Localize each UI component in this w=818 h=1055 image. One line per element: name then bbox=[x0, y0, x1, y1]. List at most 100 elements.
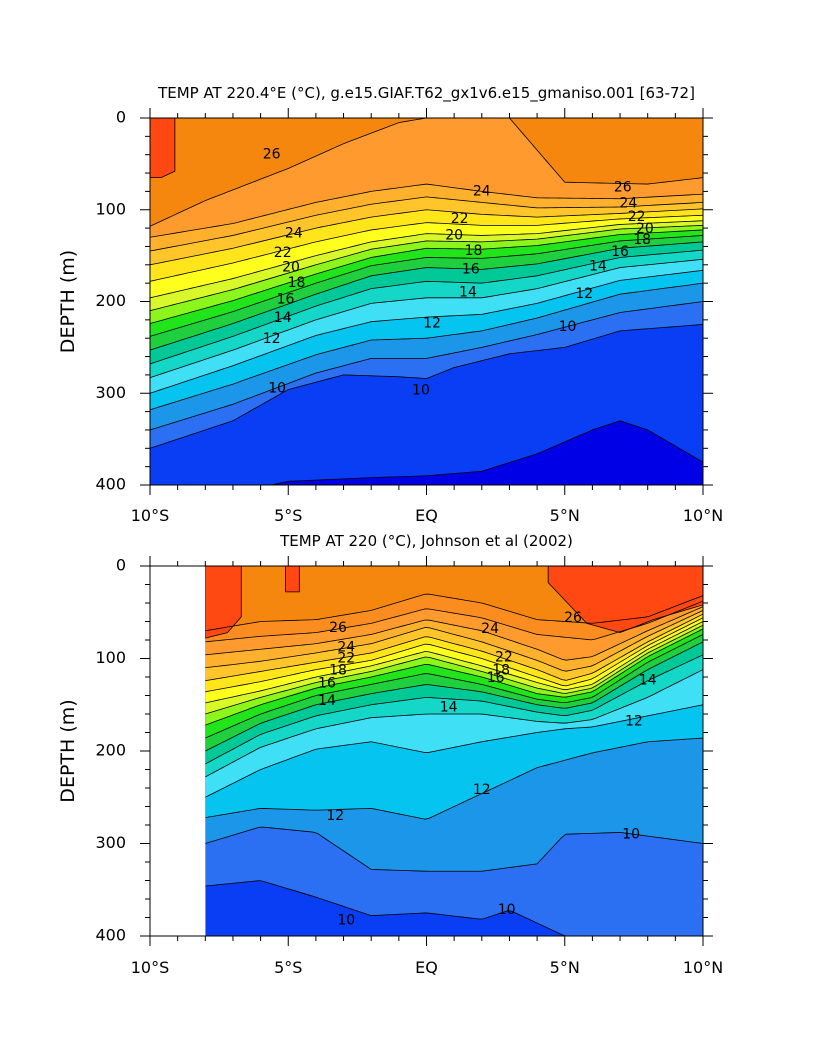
contour-label: 14 bbox=[639, 673, 657, 689]
contour-label: 12 bbox=[625, 713, 643, 729]
chart-title: TEMP AT 220.4°E (°C), g.e15.GIAF.T62_gx1… bbox=[157, 84, 695, 103]
contour-label: 14 bbox=[274, 310, 292, 326]
contour-label: 22 bbox=[337, 651, 355, 667]
isotherm-line-24 bbox=[150, 183, 703, 238]
y-axis-label: DEPTH (m) bbox=[57, 699, 79, 802]
contour-label: 24 bbox=[285, 226, 303, 242]
contour-label: 22 bbox=[274, 245, 292, 261]
isotherm-line-20 bbox=[150, 220, 703, 299]
contour-label: 22 bbox=[495, 650, 513, 666]
contour-label: 16 bbox=[318, 675, 336, 691]
contour-label: 22 bbox=[451, 211, 469, 227]
isotherm-line-12 bbox=[205, 737, 704, 820]
y-tick-label: 300 bbox=[95, 833, 126, 852]
isotherm-line-18 bbox=[205, 628, 704, 726]
contour-label: 18 bbox=[465, 243, 483, 259]
x-tick-label: 10°S bbox=[131, 958, 170, 977]
contour-label: 12 bbox=[263, 331, 281, 347]
isotherm-line-9 bbox=[268, 420, 703, 485]
contour-label: 10 bbox=[412, 382, 430, 398]
contour-label: 26 bbox=[329, 620, 347, 636]
isotherm-line-11 bbox=[150, 301, 703, 431]
contour-label: 16 bbox=[487, 670, 505, 686]
contour-label: 18 bbox=[492, 663, 510, 679]
x-tick-label: 5°S bbox=[274, 958, 302, 977]
contour-label: 24 bbox=[481, 621, 499, 637]
x-tick-label: EQ bbox=[415, 958, 438, 977]
y-tick-label: 200 bbox=[95, 741, 126, 760]
isotherm-line-14 bbox=[150, 258, 703, 379]
isotherm-line-20 bbox=[205, 621, 704, 704]
isotherm-line-25 bbox=[205, 600, 704, 643]
contour-label: 12 bbox=[473, 782, 491, 798]
contour-label: 10 bbox=[559, 319, 577, 335]
isotherm-line-13 bbox=[205, 704, 704, 798]
y-tick-label: 400 bbox=[95, 926, 126, 945]
contour-label: 10 bbox=[337, 912, 355, 928]
y-tick-label: 100 bbox=[95, 199, 126, 218]
contour-label: 18 bbox=[329, 663, 347, 679]
contour-label: 16 bbox=[277, 292, 295, 308]
x-tick-label: 10°N bbox=[683, 506, 723, 525]
isotherm-line-11 bbox=[205, 826, 704, 872]
isotherm-line-16 bbox=[205, 641, 704, 752]
contour-label: 24 bbox=[337, 639, 355, 655]
isotherm-line-26 bbox=[205, 593, 704, 632]
chart-title: TEMP AT 220 (°C), Johnson et al (2002) bbox=[279, 532, 573, 550]
contour-label: 16 bbox=[611, 244, 629, 260]
contour-label: 22 bbox=[628, 209, 646, 225]
contour-label: 14 bbox=[459, 284, 477, 300]
isotherm-line-22 bbox=[150, 208, 703, 266]
contour-label: 10 bbox=[268, 381, 286, 397]
contour-label: 10 bbox=[498, 902, 516, 918]
contour-label: 12 bbox=[575, 286, 593, 302]
isotherm-line-17 bbox=[205, 634, 704, 739]
isotherm-line-10 bbox=[205, 880, 703, 936]
y-tick-label: 400 bbox=[95, 475, 126, 494]
contour-label: 24 bbox=[619, 195, 637, 211]
contour-label: 14 bbox=[318, 693, 336, 709]
y-tick-label: 100 bbox=[95, 648, 126, 667]
contour-label: 12 bbox=[423, 316, 441, 332]
contour-label: 20 bbox=[282, 260, 300, 276]
contour-fills bbox=[150, 118, 703, 485]
isotherm-line-13 bbox=[150, 269, 703, 394]
isotherm-line-12 bbox=[150, 282, 703, 411]
contour-band-warm-1 bbox=[285, 566, 300, 593]
x-tick-label: 5°N bbox=[550, 506, 580, 525]
isotherm-line-18 bbox=[150, 229, 703, 324]
y-tick-label: 0 bbox=[116, 108, 126, 127]
contour-label: 10 bbox=[622, 826, 640, 842]
isotherm-line-17 bbox=[150, 235, 703, 337]
contour-label: 18 bbox=[633, 232, 651, 248]
isotherm-line-21 bbox=[205, 617, 704, 693]
contour-label: 26 bbox=[564, 610, 582, 626]
contour-label: 20 bbox=[636, 221, 654, 237]
contour-label: 16 bbox=[462, 261, 480, 277]
isotherm-line-23 bbox=[205, 610, 704, 672]
y-tick-label: 200 bbox=[95, 291, 126, 310]
x-tick-label: 10°S bbox=[131, 506, 170, 525]
contour-label: 26 bbox=[263, 147, 281, 163]
contour-band-26 bbox=[150, 118, 703, 227]
x-tick-label: 5°N bbox=[550, 958, 580, 977]
y-axis-label: DEPTH (m) bbox=[57, 250, 79, 353]
isotherm-line-24 bbox=[205, 606, 704, 661]
isotherm-line-10 bbox=[150, 324, 703, 449]
contour-band-warm-0 bbox=[205, 566, 242, 639]
x-tick-label: 5°S bbox=[274, 506, 302, 525]
isotherm-line-15 bbox=[205, 654, 704, 765]
y-tick-label: 300 bbox=[95, 383, 126, 402]
contour-label: 12 bbox=[326, 808, 344, 824]
contour-label: 20 bbox=[445, 227, 463, 243]
isotherm-line-19 bbox=[150, 224, 703, 312]
isotherm-line-22 bbox=[205, 613, 704, 682]
y-tick-label: 0 bbox=[116, 556, 126, 575]
isotherm-line-19 bbox=[205, 624, 704, 715]
isotherm-line-16 bbox=[150, 241, 703, 351]
isotherm-line-14 bbox=[205, 669, 704, 778]
isotherm-line-23 bbox=[150, 196, 703, 252]
contour-label: 14 bbox=[440, 700, 458, 716]
